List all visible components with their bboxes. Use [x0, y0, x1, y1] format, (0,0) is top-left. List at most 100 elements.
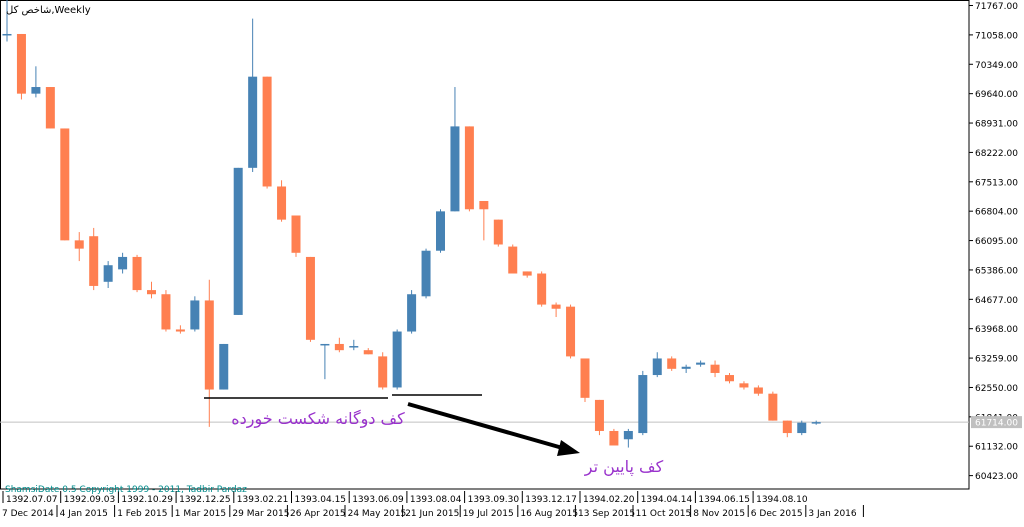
- x-tick-label-top: 1394.04.14: [641, 495, 693, 505]
- candle-body: [204, 300, 214, 390]
- y-tick-label: 60423.00: [975, 472, 1018, 482]
- x-tick-label-top: 1392.12.25: [179, 495, 231, 505]
- candle: [89, 227, 99, 291]
- candle: [147, 281, 156, 299]
- plot-border: [0, 0, 970, 490]
- candle-body: [147, 290, 156, 295]
- candle: [652, 352, 662, 378]
- y-tick-label: 64677.00: [975, 296, 1018, 306]
- candle: [45, 87, 55, 129]
- y-tick-label: 71058.00: [975, 31, 1018, 41]
- candle: [566, 304, 576, 359]
- candle-body: [667, 358, 677, 369]
- y-tick-label: 63968.00: [975, 325, 1018, 335]
- candle: [623, 428, 633, 448]
- current-price-label: 61714.00: [975, 419, 1018, 429]
- x-tick-label-top: 1392.09.03: [64, 495, 116, 505]
- candle: [493, 219, 503, 247]
- candle: [320, 343, 330, 380]
- x-tick-label-top: 1392.07.07: [6, 495, 58, 505]
- candle: [479, 200, 489, 241]
- x-tick-label-top: 1393.04.15: [295, 495, 347, 505]
- y-tick-label: 61132.00: [975, 443, 1018, 453]
- x-tick-label-bottom: 13 Sep 2015: [578, 509, 635, 519]
- x-tick-label-bottom: 24 May 2015: [348, 509, 407, 519]
- candle-body: [479, 200, 489, 210]
- x-tick-label-top: 1393.08.04: [410, 495, 462, 505]
- candle-body: [175, 329, 185, 332]
- candle-body: [103, 265, 113, 282]
- candle-body: [219, 343, 229, 390]
- x-tick-label-bottom: 29 Mar 2015: [232, 509, 289, 519]
- x-tick-label-top: 1393.09.30: [468, 495, 520, 505]
- candle-body: [623, 430, 633, 440]
- y-tick-label: 66804.00: [975, 208, 1018, 218]
- current-price-marker: [971, 416, 1022, 429]
- candle: [609, 428, 619, 446]
- candle-body: [31, 87, 41, 94]
- candle-body: [190, 300, 200, 330]
- x-tick-label-bottom: 16 Aug 2015: [520, 509, 578, 519]
- candle-body: [349, 346, 359, 348]
- candle: [739, 381, 749, 390]
- y-tick-label: 63259.00: [975, 355, 1018, 365]
- trend-arrow-head: [557, 440, 580, 456]
- candle-body: [305, 256, 315, 340]
- x-tick-label-bottom: 4 Jan 2015: [60, 509, 108, 519]
- candle-body: [132, 256, 142, 291]
- candle-body: [262, 76, 272, 187]
- candle-body: [407, 294, 417, 332]
- y-tick-label: 67513.00: [975, 178, 1018, 188]
- candle: [118, 252, 128, 274]
- candle: [74, 232, 84, 262]
- candle: [219, 343, 229, 390]
- candle-body: [277, 186, 287, 220]
- candle-body: [248, 76, 258, 168]
- x-tick-label-bottom: 11 Oct 2015: [636, 509, 692, 519]
- candle-body: [782, 420, 792, 434]
- candle-body: [710, 364, 720, 373]
- candle-body: [580, 358, 590, 398]
- candle: [190, 296, 200, 332]
- candle-body: [161, 294, 171, 330]
- candle: [696, 360, 706, 367]
- x-tick-label-top: 1393.02.21: [237, 495, 289, 505]
- x-tick-label-top: 1394.06.15: [698, 495, 750, 505]
- candle: [392, 329, 402, 390]
- annotation-double-bottom: کف دوگانه شکست خورده: [231, 409, 405, 429]
- candle: [638, 370, 648, 436]
- y-tick-label: 71767.00: [975, 2, 1018, 12]
- x-tick-label-top: 1393.12.17: [525, 495, 577, 505]
- candle-body: [537, 273, 547, 305]
- candle-body: [768, 393, 778, 421]
- candle: [103, 261, 113, 289]
- candle-body: [681, 366, 691, 369]
- candle: [363, 348, 373, 355]
- candle-body: [753, 387, 763, 394]
- candle-body: [725, 375, 734, 382]
- candle: [710, 360, 720, 378]
- candle: [407, 290, 417, 334]
- candle-body: [74, 240, 84, 249]
- candle: [753, 385, 763, 396]
- x-tick-label-bottom: 19 Jul 2015: [463, 509, 514, 519]
- candle: [233, 167, 243, 315]
- candle-body: [508, 246, 518, 274]
- candle: [537, 271, 547, 307]
- candle: [797, 420, 807, 436]
- candle-body: [551, 304, 561, 309]
- candle-body: [450, 126, 460, 212]
- candle-body: [334, 343, 344, 351]
- candle: [811, 420, 821, 425]
- candle: [132, 254, 142, 293]
- candle: [31, 66, 41, 98]
- candle-body: [436, 211, 445, 251]
- candle: [667, 356, 677, 371]
- candle: [262, 76, 272, 189]
- y-tick-label: 68222.00: [975, 149, 1018, 159]
- candle-body: [16, 33, 26, 94]
- candle: [594, 399, 604, 436]
- y-tick-label: 65386.00: [975, 266, 1018, 276]
